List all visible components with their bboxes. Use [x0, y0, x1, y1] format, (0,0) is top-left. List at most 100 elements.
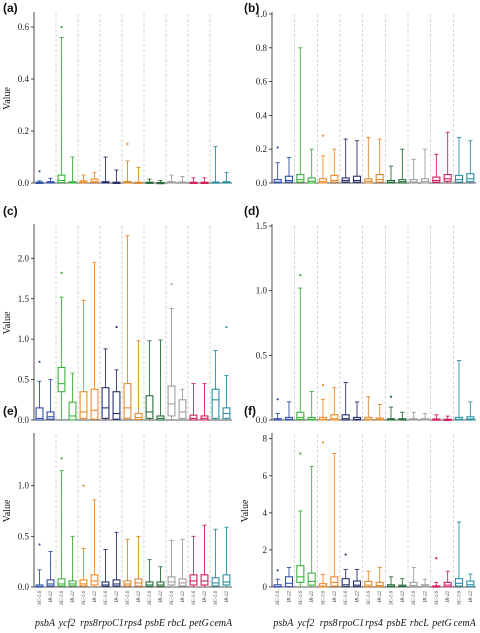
box-ycf2-ir	[68, 372, 77, 421]
outlier-point	[38, 170, 41, 173]
condition-label: SC-1.6	[126, 591, 131, 605]
condition-label: IR-22	[181, 591, 186, 604]
box-psbA-sc	[35, 170, 44, 184]
panel-label: (e)	[3, 404, 18, 418]
box	[341, 578, 350, 588]
y-tick-label: 0.5	[18, 531, 30, 541]
x-axis-labels-f: SC-1.6 IR-22 SC-1.6 IR-22 SC-1.6 IR-22 SC-1.6 I…	[272, 591, 476, 630]
box	[454, 416, 464, 421]
y-tick-label: 0.6	[18, 22, 30, 32]
box	[352, 175, 362, 183]
box-psbE-sc	[145, 340, 154, 420]
gene-label-cemA: cemA	[210, 618, 233, 629]
box-psbE-ir	[398, 148, 407, 184]
condition-label: SC-1.6	[367, 591, 372, 605]
box-cemA-ir	[466, 140, 475, 183]
box	[156, 581, 165, 588]
outlier-point	[321, 441, 325, 444]
box-rbcL-ir	[420, 578, 430, 588]
condition-label: SC-1.6	[276, 591, 281, 605]
box-ycf2-sc	[296, 274, 305, 420]
box	[101, 387, 110, 419]
box-petG-sc	[189, 177, 198, 184]
box-psbA-sc	[273, 146, 282, 184]
box-ycf2-sc	[296, 452, 305, 587]
y-tick-label: 1.0	[256, 286, 268, 296]
y-axis-label: Value	[2, 311, 13, 334]
box-rpoC1-ir	[112, 169, 121, 184]
condition-label: SC-1.6	[38, 591, 43, 605]
outlier-point	[60, 457, 63, 460]
box-rps4-sc	[364, 396, 373, 421]
box	[112, 391, 121, 420]
box-petG-ir	[200, 177, 209, 184]
y-tick-label: 1.0	[18, 334, 30, 344]
outlier-point	[344, 553, 347, 556]
gene-label-psbE: psbE	[144, 618, 165, 629]
gene-label-psbA: psbA	[272, 618, 294, 629]
box	[341, 414, 350, 421]
box	[352, 580, 362, 588]
condition-label: IR-22	[378, 591, 383, 604]
box	[79, 391, 88, 419]
box	[35, 407, 44, 421]
box	[123, 383, 132, 419]
box	[307, 572, 316, 586]
box-psbA-sc	[273, 569, 282, 588]
box-rbcL-ir	[178, 176, 187, 184]
outlier-point	[276, 569, 279, 572]
box	[90, 178, 99, 184]
box-rps8-ir	[90, 499, 99, 587]
box-ycf2-sc	[57, 271, 66, 420]
panel-label: (d)	[244, 204, 259, 218]
box	[178, 399, 187, 419]
condition-label: SC-1.6	[104, 591, 109, 605]
gene-label-ycf2: ycf2	[297, 618, 315, 629]
box-psbA-sc	[35, 360, 44, 421]
gene-label-rpoC1: rpoC1	[339, 618, 365, 629]
box-rpoC1-sc	[101, 549, 110, 588]
condition-label: IR-22	[424, 591, 429, 604]
condition-label: IR-22	[115, 591, 120, 604]
box-ycf2-ir	[68, 156, 77, 184]
box	[454, 578, 464, 587]
box-psbE-sc	[386, 165, 396, 184]
box-psbA-ir	[46, 551, 55, 587]
gene-label-psbE: psbE	[386, 618, 407, 629]
condition-label: SC-1.6	[412, 591, 417, 605]
box	[90, 574, 99, 586]
box	[352, 416, 362, 421]
condition-label: SC-1.6	[192, 591, 197, 605]
gene-label-rps4: rps4	[124, 618, 142, 629]
y-tick-label: 0.6	[256, 77, 268, 87]
condition-label: SC-1.6	[435, 591, 440, 605]
box-rbcL-sc	[409, 567, 418, 588]
box	[307, 177, 316, 184]
outlier-point	[276, 398, 279, 401]
box-rps8-sc	[318, 441, 328, 588]
box-psbA-sc	[273, 398, 282, 421]
box	[57, 174, 66, 184]
box-cemA-sc	[454, 136, 464, 183]
box-rps4-ir	[134, 535, 143, 587]
box	[466, 416, 475, 421]
box	[145, 395, 154, 419]
y-tick-label: 0.0	[18, 178, 30, 188]
box	[454, 174, 464, 183]
y-tick-label: 8	[263, 434, 268, 444]
box	[145, 581, 154, 588]
box	[420, 178, 430, 184]
box-rps8-sc	[318, 134, 328, 184]
box	[318, 583, 328, 588]
gene-label-rps8: rps8	[320, 618, 338, 629]
box	[189, 574, 198, 586]
y-tick-label: 0.2	[18, 126, 29, 136]
box	[330, 414, 339, 421]
box-rps8-sc	[79, 299, 88, 420]
box	[79, 579, 88, 587]
box-rps4-sc	[364, 136, 373, 184]
condition-label: SC-1.6	[214, 591, 219, 605]
box	[466, 580, 475, 588]
gene-label-rps4: rps4	[365, 618, 383, 629]
box-rps4-sc	[123, 142, 132, 184]
